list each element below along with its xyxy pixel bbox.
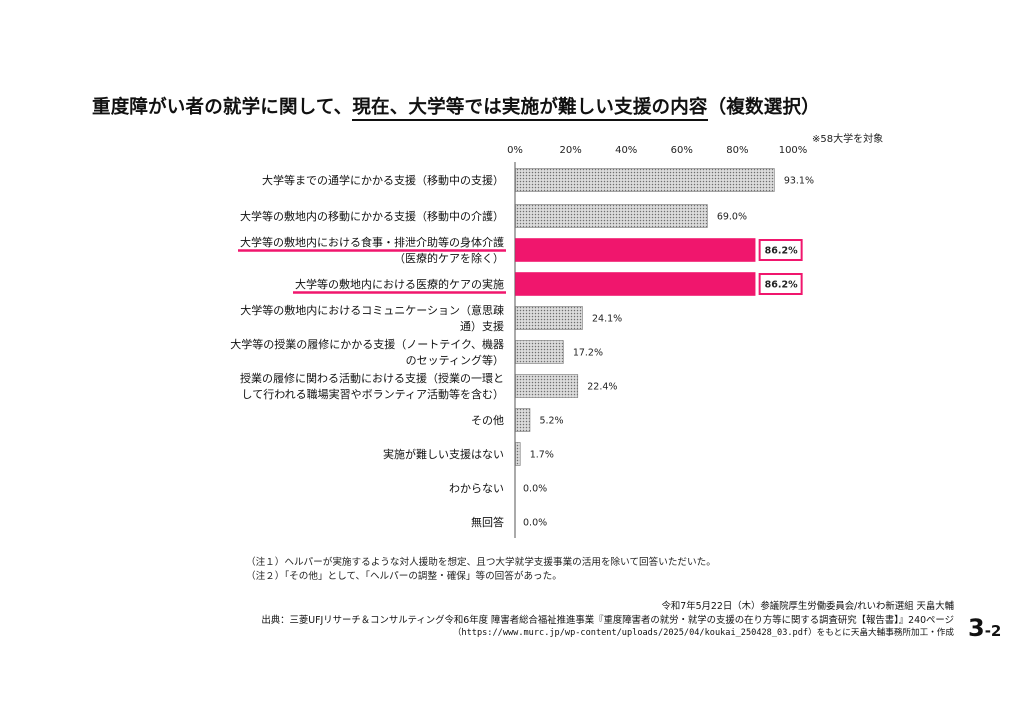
category-label: して行われる職場実習やボランティア活動等を含む）: [242, 387, 504, 401]
source-credit: 令和7年5月22日（木）参議院厚生労働委員会/れいわ新選組 天畠大輔 出典：三菱…: [261, 600, 954, 641]
bar: [515, 442, 521, 466]
bar: [515, 374, 579, 398]
value-label: 22.4%: [587, 382, 617, 393]
value-label: 86.2%: [765, 246, 798, 257]
target-note: ※58大学を対象: [812, 134, 884, 145]
x-tick-label: 60%: [671, 145, 693, 156]
bar: [515, 204, 708, 228]
credit-date-line: 令和7年5月22日（木）参議院厚生労働委員会/れいわ新選組 天畠大輔: [661, 601, 955, 612]
bar-highlighted: [515, 272, 756, 296]
value-label-highlight-box: [758, 273, 803, 295]
value-label: 93.1%: [784, 176, 814, 187]
value-label: 5.2%: [539, 416, 563, 427]
credit-url-line: （https://www.murc.jp/wp-content/uploads/…: [452, 628, 954, 638]
category-label: 授業の履修に関わる活動における支援（授業の一環と: [240, 371, 504, 385]
value-label: 86.2%: [765, 280, 798, 291]
credit-source-line: 出典：三菱UFJリサーチ＆コンサルティング令和6年度 障害者総合福祉推進事業『重…: [261, 614, 954, 626]
category-label: その他: [471, 414, 504, 427]
x-tick-label: 20%: [559, 145, 581, 156]
page-number-sub: -2: [984, 622, 1002, 640]
bar: [515, 340, 564, 364]
footnote-2: （注２）「その他」として、「ヘルパーの調整・確保」等の回答があった。: [246, 571, 562, 582]
category-label: 大学等の敷地内の移動にかかる支援（移動中の介護）: [240, 209, 504, 223]
category-label: 大学等の敷地内におけるコミュニケーション（意思疎: [240, 303, 504, 317]
x-tick-label: 0%: [507, 145, 523, 156]
x-tick-label: 40%: [615, 145, 637, 156]
category-label: 通）支援: [460, 319, 504, 333]
category-label: 大学等の敷地内における食事・排泄介助等の身体介護: [240, 235, 504, 249]
bar: [515, 168, 775, 192]
x-tick-label: 80%: [726, 145, 748, 156]
page-title: 重度障がい者の就学に関して、現在、大学等では実施が難しい支援の内容（複数選択）: [92, 93, 932, 121]
category-label: 無回答: [471, 515, 504, 529]
value-label: 1.7%: [530, 450, 554, 461]
title-part1: 重度障がい者の就学に関して、: [92, 97, 353, 118]
category-label: 大学等までの通学にかかる支援（移動中の支援）: [262, 173, 504, 187]
title-part2-underlined: 現在、大学等では実施が難しい支援の内容: [352, 97, 708, 121]
value-label: 17.2%: [573, 348, 603, 359]
page-number: 3-2: [968, 614, 1001, 642]
bar: [515, 306, 583, 330]
value-label: 24.1%: [592, 314, 622, 325]
category-label: のセッティング等）: [406, 353, 504, 367]
page-number-main: 3: [968, 614, 985, 642]
category-label: 大学等の授業の履修にかかる支援（ノートテイク、機器: [230, 337, 504, 351]
value-label: 0.0%: [523, 518, 547, 529]
footnote-1: （注１）ヘルパーが実施するような対人援助を想定、且つ大学就学支援事業の活用を除い…: [246, 557, 716, 568]
x-tick-label: 100%: [779, 145, 808, 156]
value-label: 0.0%: [523, 484, 547, 495]
bar: [515, 408, 531, 432]
value-label: 69.0%: [717, 212, 747, 223]
title-part3: （複数選択）: [707, 97, 820, 118]
category-label: 大学等の敷地内における医療的ケアの実施: [295, 277, 504, 291]
category-label: （医療的ケアを除く）: [394, 251, 504, 265]
category-label: 実施が難しい支援はない: [383, 447, 504, 461]
footnotes: （注１）ヘルパーが実施するような対人援助を想定、且つ大学就学支援事業の活用を除い…: [246, 556, 716, 584]
bar-highlighted: [515, 238, 756, 262]
value-label-highlight-box: [758, 239, 803, 261]
category-label: わからない: [449, 482, 504, 495]
